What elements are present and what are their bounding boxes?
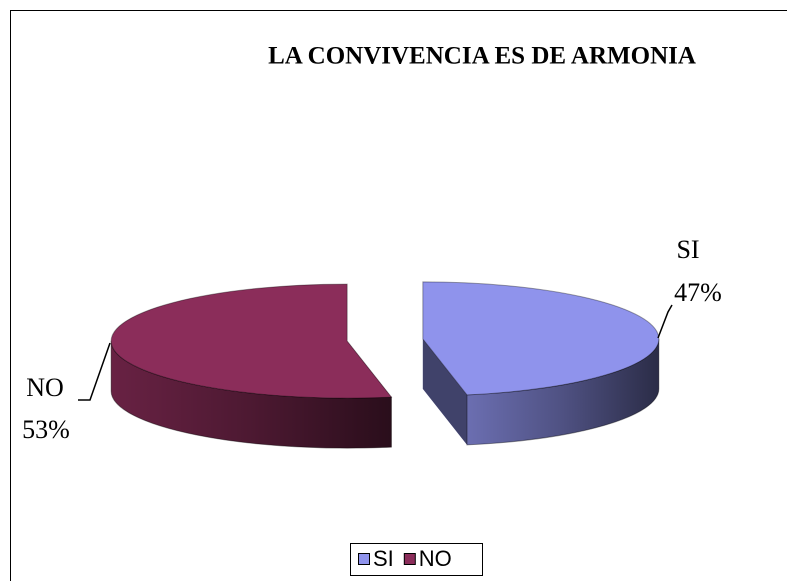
leader-line — [78, 342, 111, 401]
leader-line — [657, 304, 673, 339]
category-label: NO — [26, 373, 64, 402]
slice — [110, 283, 393, 399]
slice — [422, 281, 660, 396]
category-label: SI — [676, 235, 699, 264]
legend-label: NO — [419, 546, 452, 571]
value-label: 53% — [22, 415, 70, 444]
legend-label: SI — [373, 546, 394, 571]
legend-box — [350, 543, 483, 576]
pie — [110, 281, 660, 449]
legend-swatch — [403, 553, 416, 565]
legend-swatch — [358, 553, 370, 565]
legend: SI NO — [350, 543, 483, 576]
value-label: 47% — [674, 278, 722, 307]
slice-side-shade — [422, 338, 468, 445]
chart-title: LA CONVIVENCIA ES DE ARMONIA — [268, 43, 696, 70]
frame — [10, 10, 787, 581]
